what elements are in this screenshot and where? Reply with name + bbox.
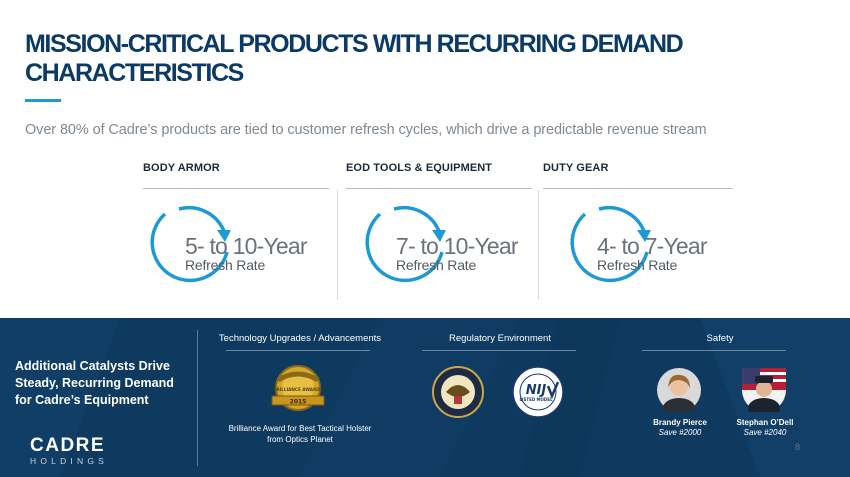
column-body-armor: BODY ARMOR 5- to 10-Year Refresh Rate (143, 162, 335, 302)
refresh-label: Refresh Rate (185, 257, 266, 273)
column-divider (538, 190, 539, 300)
award-caption: Brilliance Award for Best Tactical Holst… (228, 424, 372, 444)
refresh-years: 4- to 7-Year (597, 233, 708, 259)
panel-divider (197, 330, 198, 466)
column-heading: BODY ARMOR (143, 162, 220, 174)
column-divider (337, 190, 338, 300)
person-save-number: Save #2000 (658, 428, 702, 437)
catalyst-heading: Additional Catalysts Drive Steady, Recur… (15, 359, 174, 407)
refresh-rate: 4- to 7-Year Refresh Rate (597, 233, 708, 273)
nij-subtext: LISTED MODEL (519, 397, 553, 402)
column-duty-gear: DUTY GEAR 4- to 7-Year Refresh Rate (543, 162, 735, 302)
refresh-cycle-icon (570, 205, 651, 283)
person-save-number: Save #2040 (743, 428, 787, 437)
section-rule (422, 350, 576, 351)
logo-subtitle: HOLDINGS (30, 456, 108, 466)
background-pattern (0, 318, 850, 477)
slide-subtitle: Over 80% of Cadre’s products are tied to… (25, 122, 707, 138)
brilliance-award-icon: 2015 BRILLIANCE AWARDS (271, 365, 325, 411)
refresh-label: Refresh Rate (597, 257, 678, 273)
column-rule (346, 188, 532, 189)
column-eod-tools: EOD TOOLS & EQUIPMENT 7- to 10-Year Refr… (346, 162, 538, 302)
section-regulatory-heading: Regulatory Environment (449, 333, 551, 344)
section-rule (226, 350, 370, 351)
section-technology-heading: Technology Upgrades / Advancements (218, 333, 382, 344)
portrait-brandy-pierce (657, 368, 701, 412)
column-rule (543, 188, 733, 189)
refresh-years: 5- to 10-Year (185, 233, 308, 259)
page-number: 8 (794, 442, 800, 452)
refresh-rate: 5- to 10-Year Refresh Rate (185, 233, 308, 273)
refresh-label: Refresh Rate (396, 257, 477, 273)
refresh-cycle-icon (150, 205, 231, 283)
nij-listed-model-icon: NIJ LISTED MODEL (512, 366, 564, 418)
title-underline (25, 99, 61, 102)
nij-mark: NIJ (526, 383, 547, 398)
doj-seal-icon (432, 366, 484, 418)
refresh-years: 7- to 10-Year (396, 233, 519, 259)
catalysts-panel: Additional Catalysts Drive Steady, Recur… (0, 318, 850, 477)
award-ribbon: BRILLIANCE AWARDS (273, 387, 322, 392)
section-rule (642, 350, 786, 351)
person-name: Stephan O’Dell (736, 418, 794, 427)
person-name: Brandy Pierce (653, 418, 707, 427)
award-year: 2015 (290, 399, 307, 406)
column-heading: DUTY GEAR (543, 162, 609, 174)
column-rule (143, 188, 329, 189)
refresh-cycle-icon (365, 205, 446, 283)
section-safety-heading: Safety (706, 333, 734, 344)
portrait-stephan-odell (742, 368, 786, 412)
cadre-logo: CADRE HOLDINGS (30, 436, 108, 466)
slide-title: MISSION-CRITICAL PRODUCTS WITH RECURRING… (25, 30, 684, 87)
logo-wordmark: CADRE (30, 435, 106, 456)
column-heading: EOD TOOLS & EQUIPMENT (346, 162, 493, 174)
refresh-rate: 7- to 10-Year Refresh Rate (396, 233, 519, 273)
